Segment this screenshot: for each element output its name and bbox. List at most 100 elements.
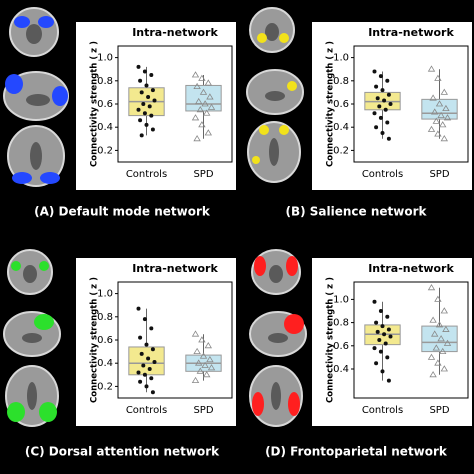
data-point (385, 314, 390, 319)
data-point (144, 342, 149, 347)
x-tick-label: SPD (429, 169, 449, 180)
data-point (386, 136, 391, 141)
data-point (139, 351, 144, 356)
chart-title: Intra-network (132, 26, 218, 39)
data-point (138, 78, 143, 83)
data-point (204, 129, 213, 136)
y-tick-label: 0.2 (97, 145, 113, 156)
data-point (386, 92, 391, 97)
data-point (385, 120, 390, 125)
data-point (142, 372, 147, 377)
y-tick-label: 0.4 (333, 122, 349, 133)
data-point (383, 341, 388, 346)
data-point (427, 125, 436, 132)
data-point (382, 98, 387, 103)
data-point (149, 73, 154, 77)
data-point (191, 330, 200, 337)
data-point (437, 335, 445, 342)
data-point (207, 103, 216, 110)
data-point (385, 78, 390, 83)
data-point (442, 104, 450, 112)
x-tick-label: Controls (126, 405, 167, 416)
data-point (138, 118, 143, 123)
data-point (383, 107, 388, 112)
data-point (136, 64, 141, 69)
data-point (150, 88, 155, 93)
data-point (374, 125, 379, 130)
x-tick-label: SPD (429, 405, 449, 416)
data-point (152, 360, 157, 365)
y-axis-label: Connectivity strength ( z ) (90, 41, 100, 167)
caption: (C) Dorsal attention network (25, 445, 220, 459)
data-point (380, 88, 385, 93)
data-point (193, 347, 201, 354)
data-point (202, 371, 211, 378)
data-point (378, 309, 383, 313)
brain-images-d (249, 249, 307, 427)
data-point (427, 353, 436, 360)
data-point (142, 69, 147, 74)
y-tick-label: 0.8 (333, 318, 349, 329)
data-point (432, 344, 441, 351)
data-point (144, 122, 149, 127)
data-point (146, 95, 151, 100)
y-tick-label: 0.6 (97, 335, 113, 346)
data-point (437, 111, 445, 118)
data-point (204, 342, 213, 349)
data-point (147, 367, 152, 371)
data-point (149, 326, 154, 331)
data-point (380, 369, 385, 374)
data-point (194, 97, 203, 105)
data-point (388, 334, 393, 339)
data-point (141, 363, 146, 368)
data-point (191, 376, 200, 383)
data-point (377, 338, 382, 342)
y-axis-label: Connectivity strength ( z ) (326, 277, 336, 403)
data-point (380, 324, 385, 329)
y-tick-label: 0.8 (97, 312, 113, 323)
data-point (199, 352, 208, 359)
data-point (201, 100, 209, 107)
data-point (372, 69, 377, 74)
data-point (136, 306, 141, 311)
y-tick-label: 0.6 (333, 341, 349, 352)
data-point (142, 317, 147, 322)
y-tick-label: 0.6 (333, 99, 349, 110)
data-point (374, 320, 379, 325)
data-point (149, 376, 154, 381)
data-point (375, 329, 380, 334)
chart-title: Intra-network (132, 262, 218, 275)
data-point (388, 102, 393, 106)
chart-title: Intra-network (368, 26, 454, 39)
data-point (440, 88, 449, 95)
data-point (435, 321, 444, 328)
data-point (141, 102, 146, 106)
x-tick-label: Controls (126, 169, 167, 180)
data-point (386, 378, 391, 383)
brain-images-a (3, 7, 69, 187)
data-point (194, 359, 203, 366)
x-tick-label: Controls (362, 405, 403, 416)
y-tick-label: 0.4 (333, 364, 349, 375)
data-point (443, 339, 452, 346)
x-tick-label: SPD (193, 405, 213, 416)
y-tick-label: 0.4 (97, 122, 113, 133)
y-tick-label: 0.8 (97, 76, 113, 87)
y-axis-label: Connectivity strength ( z ) (90, 277, 100, 403)
data-point (386, 327, 391, 332)
caption: (D) Frontoparietal network (265, 445, 448, 459)
data-point (138, 335, 143, 340)
data-point (144, 83, 149, 88)
data-point (202, 109, 211, 116)
data-point (374, 361, 379, 366)
data-point (385, 355, 390, 360)
y-tick-label: 1.0 (333, 53, 349, 64)
data-point (378, 74, 383, 79)
data-point (136, 107, 141, 112)
brain-images-c (3, 249, 61, 427)
data-point (434, 295, 442, 302)
data-point (427, 65, 436, 72)
data-point (440, 135, 449, 142)
data-point (372, 299, 377, 304)
data-point (204, 79, 213, 86)
